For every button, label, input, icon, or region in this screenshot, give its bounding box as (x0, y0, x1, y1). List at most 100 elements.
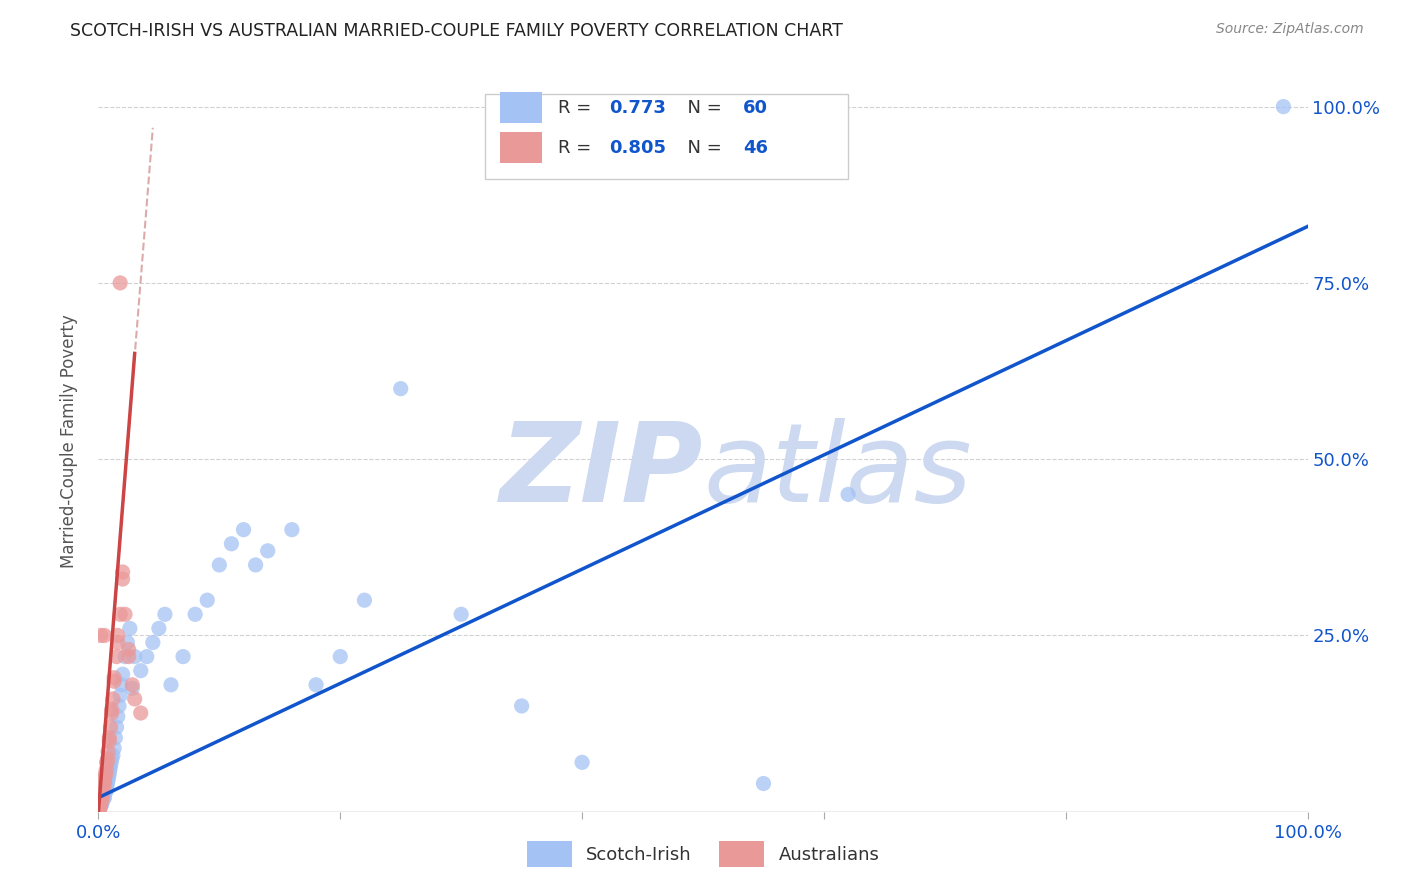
Point (96, 782, 118, 797)
Point (97, 772, 120, 787)
Point (195, 593, 218, 607)
Point (100, 706, 122, 720)
Point (89, 799, 111, 814)
Point (142, 635, 165, 649)
Point (89, 801, 111, 815)
Point (93, 778, 115, 792)
Point (153, 607, 176, 622)
Point (184, 607, 207, 622)
Legend: Scotch-Irish, Australians: Scotch-Irish, Australians (519, 834, 887, 874)
Point (129, 706, 152, 720)
Point (97, 769, 120, 783)
Point (232, 523, 254, 537)
Point (94, 769, 117, 783)
Point (98, 763, 121, 777)
Point (91, 782, 114, 797)
Point (389, 382, 412, 396)
Point (100, 756, 122, 770)
Point (93, 790, 115, 805)
Point (93, 787, 115, 801)
Point (100, 702, 122, 716)
FancyBboxPatch shape (485, 94, 848, 178)
Point (103, 674, 125, 689)
Point (108, 698, 131, 713)
Point (89, 799, 111, 814)
Text: R =: R = (558, 139, 598, 157)
Point (118, 642, 141, 657)
Point (91, 785, 114, 799)
Point (108, 689, 131, 703)
Point (98, 734, 121, 748)
Point (208, 558, 231, 572)
Point (91, 790, 114, 805)
Point (837, 487, 859, 501)
Point (107, 635, 129, 649)
Point (91, 789, 114, 804)
Point (111, 667, 134, 681)
Point (90, 797, 112, 812)
Point (93, 775, 115, 789)
Text: 46: 46 (742, 139, 768, 157)
Point (90, 790, 112, 805)
Text: 0.805: 0.805 (609, 139, 665, 157)
Point (98, 766, 121, 780)
Point (98, 731, 121, 745)
Point (96, 780, 118, 794)
Point (90, 794, 112, 808)
Point (510, 698, 533, 713)
Point (94, 785, 117, 799)
Point (93, 628, 115, 642)
Point (107, 709, 129, 723)
Point (108, 607, 131, 622)
Point (281, 523, 304, 537)
Text: N =: N = (676, 139, 728, 157)
Text: SCOTCH-IRISH VS AUSTRALIAN MARRIED-COUPLE FAMILY POVERTY CORRELATION CHART: SCOTCH-IRISH VS AUSTRALIAN MARRIED-COUPL… (70, 22, 844, 40)
Point (90, 794, 112, 808)
Point (108, 276, 131, 290)
Point (91, 787, 114, 801)
Text: ZIP: ZIP (499, 417, 703, 524)
Point (97, 745, 120, 759)
Point (91, 797, 114, 811)
Point (103, 671, 125, 685)
Point (96, 756, 118, 770)
Point (89, 803, 111, 817)
Point (90, 792, 112, 806)
Point (135, 649, 157, 664)
Text: N =: N = (676, 99, 728, 117)
Point (90, 799, 112, 814)
Point (111, 565, 134, 579)
Point (89, 797, 111, 812)
Point (114, 607, 136, 622)
Text: Source: ZipAtlas.com: Source: ZipAtlas.com (1216, 22, 1364, 37)
Point (96, 752, 118, 766)
Point (256, 544, 278, 558)
Text: R =: R = (558, 99, 598, 117)
Point (117, 635, 139, 649)
Point (90, 797, 112, 811)
Point (221, 537, 243, 551)
Point (114, 649, 136, 664)
Point (172, 649, 194, 664)
Point (105, 649, 128, 664)
Point (90, 794, 112, 808)
Point (91, 780, 114, 794)
Point (96, 756, 118, 770)
Point (121, 678, 143, 692)
Point (110, 678, 132, 692)
Text: 0.773: 0.773 (609, 99, 665, 117)
Point (129, 664, 152, 678)
Point (571, 756, 593, 770)
Point (100, 759, 122, 773)
Text: 60: 60 (742, 99, 768, 117)
Point (111, 572, 134, 586)
FancyBboxPatch shape (501, 132, 543, 163)
Point (100, 720, 122, 734)
Point (124, 649, 146, 664)
Point (118, 621, 141, 635)
Point (91, 792, 114, 806)
Point (90, 628, 112, 642)
Point (124, 692, 146, 706)
Point (93, 772, 115, 787)
Point (450, 607, 472, 622)
